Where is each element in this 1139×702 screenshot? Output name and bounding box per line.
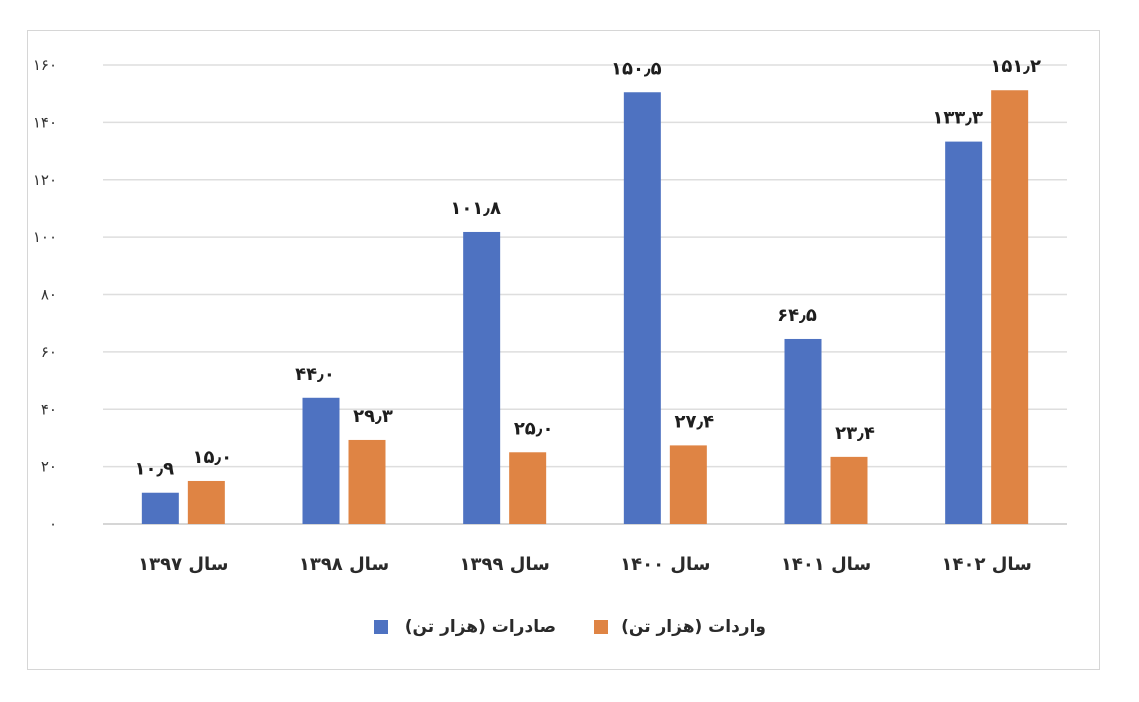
bar [945, 141, 983, 524]
y-tick-label: ۸۰ [41, 286, 57, 304]
bar [187, 480, 225, 524]
bar [669, 445, 707, 524]
x-tick-label: سال ۱۴۰۲ [942, 554, 1032, 575]
data-label: ۶۴٫۵ [777, 305, 817, 326]
bar [784, 338, 822, 524]
data-label: ۲۳٫۴ [835, 423, 875, 444]
y-tick-label: ۱۶۰ [33, 56, 57, 74]
data-label: ۱۵۱٫۲ [990, 56, 1041, 77]
bar [302, 397, 340, 524]
legend-label: صادرات (هزار تن) [405, 617, 556, 637]
y-tick-label: ۱۲۰ [33, 171, 57, 189]
y-tick-label: ۰ [49, 515, 57, 533]
y-tick-label: ۴۰ [41, 400, 57, 418]
data-label: ۲۷٫۴ [674, 411, 714, 432]
x-tick-label: سال ۱۳۹۸ [299, 554, 389, 575]
legend-swatch [374, 620, 388, 634]
bar [348, 439, 386, 524]
data-label: ۱۰۱٫۸ [450, 198, 501, 219]
data-label: ۱۵٫۰ [192, 447, 232, 468]
data-label: ۱۰٫۹ [134, 459, 174, 480]
legend-swatch [594, 620, 608, 634]
y-tick-label: ۱۴۰ [33, 113, 57, 131]
legend-label: واردات (هزار تن) [621, 617, 766, 637]
data-label: ۴۴٫۰ [295, 364, 335, 385]
y-tick-label: ۲۰ [41, 458, 57, 476]
bar [509, 452, 547, 524]
data-label: ۲۹٫۳ [353, 406, 393, 427]
chart-frame [27, 30, 1100, 670]
x-tick-label: سال ۱۳۹۹ [460, 554, 550, 575]
x-tick-label: سال ۱۴۰۰ [620, 554, 710, 575]
data-label: ۱۳۳٫۳ [932, 108, 983, 129]
bar [141, 492, 179, 524]
bar [830, 456, 868, 524]
y-tick-label: ۶۰ [41, 343, 57, 361]
x-tick-label: سال ۱۳۹۷ [138, 554, 228, 575]
bar [991, 90, 1029, 525]
data-label: ۱۵۰٫۵ [611, 58, 662, 79]
y-tick-label: ۱۰۰ [33, 228, 57, 246]
data-label: ۲۵٫۰ [514, 418, 554, 439]
x-tick-label: سال ۱۴۰۱ [781, 554, 871, 575]
bar [623, 92, 661, 525]
bar [463, 231, 501, 524]
